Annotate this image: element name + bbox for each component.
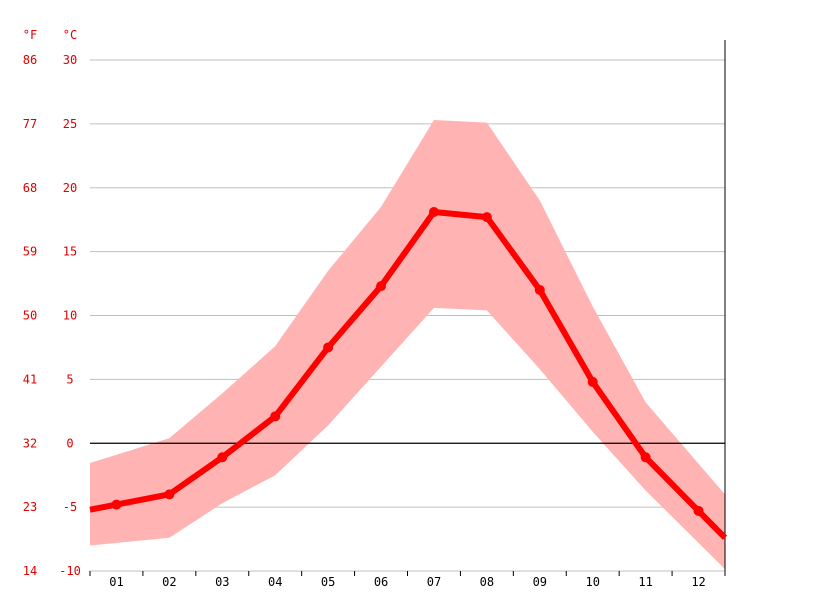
x-tick-label: 02 xyxy=(162,575,176,589)
x-tick-label: 03 xyxy=(215,575,229,589)
x-tick-label: 10 xyxy=(585,575,599,589)
data-point xyxy=(323,342,334,353)
data-point xyxy=(640,452,651,463)
data-point xyxy=(481,212,492,223)
x-tick-label: 08 xyxy=(480,575,494,589)
data-point xyxy=(428,207,439,218)
tick-labels: °F °C 30862577206815591050541032-523-101… xyxy=(23,28,706,589)
x-tick-label: 04 xyxy=(268,575,282,589)
data-point xyxy=(376,281,387,292)
y-tick-celsius: 15 xyxy=(63,245,77,259)
y-tick-fahrenheit: 50 xyxy=(23,309,37,323)
y-tick-fahrenheit: 77 xyxy=(23,117,37,131)
series-line xyxy=(89,209,728,540)
data-point xyxy=(111,499,122,510)
x-tick-label: 06 xyxy=(374,575,388,589)
data-point xyxy=(693,505,704,516)
y-tick-celsius: 5 xyxy=(66,372,73,386)
x-tick-label: 12 xyxy=(691,575,705,589)
y-tick-celsius: 30 xyxy=(63,53,77,67)
range-band-area xyxy=(90,120,725,570)
axes xyxy=(89,40,726,576)
y-tick-fahrenheit: 86 xyxy=(23,53,37,67)
y-tick-fahrenheit: 41 xyxy=(23,372,37,386)
data-point xyxy=(164,489,175,500)
data-point xyxy=(270,411,281,422)
temperature-range-band xyxy=(90,120,725,570)
x-tick-label: 09 xyxy=(533,575,547,589)
y-tick-fahrenheit: 23 xyxy=(23,500,37,514)
unit-celsius-label: °C xyxy=(63,28,77,42)
y-tick-celsius: -5 xyxy=(63,500,77,514)
data-point xyxy=(587,376,598,387)
y-tick-fahrenheit: 68 xyxy=(23,181,37,195)
y-tick-fahrenheit: 14 xyxy=(23,564,37,578)
y-tick-celsius: 25 xyxy=(63,117,77,131)
y-tick-celsius: -10 xyxy=(59,564,81,578)
y-tick-celsius: 20 xyxy=(63,181,77,195)
x-tick-label: 07 xyxy=(427,575,441,589)
y-tick-celsius: 0 xyxy=(66,436,73,450)
x-tick-label: 01 xyxy=(109,575,123,589)
temperature-series xyxy=(89,207,728,540)
y-tick-fahrenheit: 32 xyxy=(23,436,37,450)
unit-fahrenheit-label: °F xyxy=(23,28,37,42)
data-point xyxy=(217,452,228,463)
x-tick-label: 11 xyxy=(638,575,652,589)
y-tick-fahrenheit: 59 xyxy=(23,245,37,259)
data-point xyxy=(534,284,545,295)
x-tick-label: 05 xyxy=(321,575,335,589)
y-tick-celsius: 10 xyxy=(63,309,77,323)
